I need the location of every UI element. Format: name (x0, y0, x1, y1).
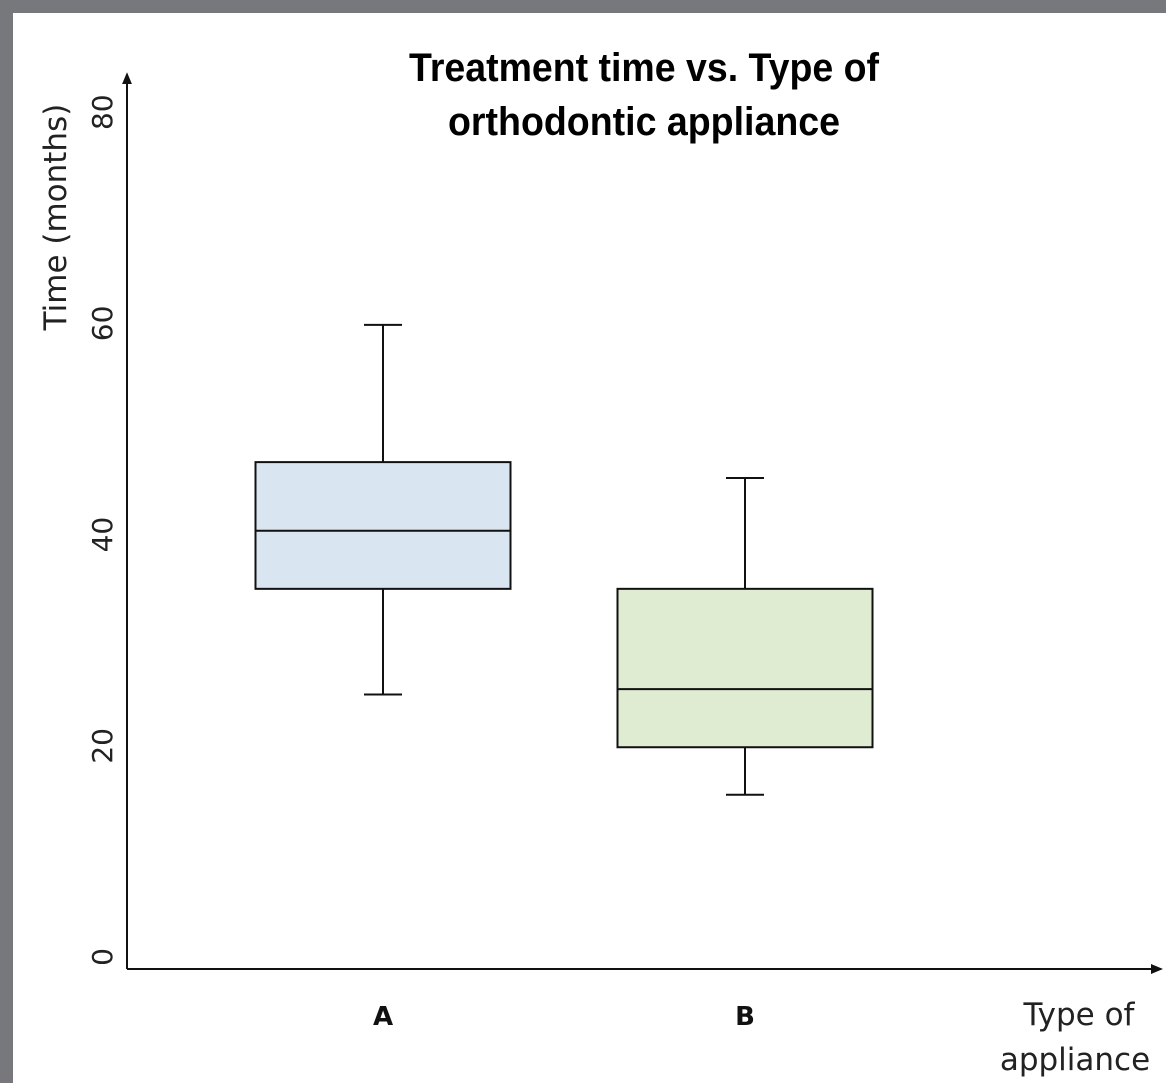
y-tick-label: 60 (86, 306, 119, 342)
y-axis-title: Time (months) (38, 104, 74, 332)
x-axis-title-line-1: Type of (1023, 997, 1136, 1033)
x-tick-label: A (373, 1002, 393, 1032)
y-tick-label: 80 (86, 94, 119, 130)
y-tick-label: 0 (86, 948, 119, 966)
y-tick-label: 40 (86, 517, 119, 553)
box-plot-chart: Treatment time vs. Type of orthodontic a… (38, 46, 1163, 1078)
y-tick-label: 20 (86, 728, 119, 764)
chart-title-line-1: Treatment time vs. Type of (409, 46, 880, 90)
box-A (254, 461, 512, 590)
x-axis-title-line-2: appliance (1000, 1042, 1150, 1078)
chart-marks: 0 20 40 60 80 A B (86, 94, 874, 1032)
x-tick-label: B (735, 1002, 755, 1032)
chart-panel: Treatment time vs. Type of orthodontic a… (13, 13, 1166, 1083)
box-B (616, 587, 874, 749)
chart-title-line-2: orthodontic appliance (448, 100, 840, 144)
